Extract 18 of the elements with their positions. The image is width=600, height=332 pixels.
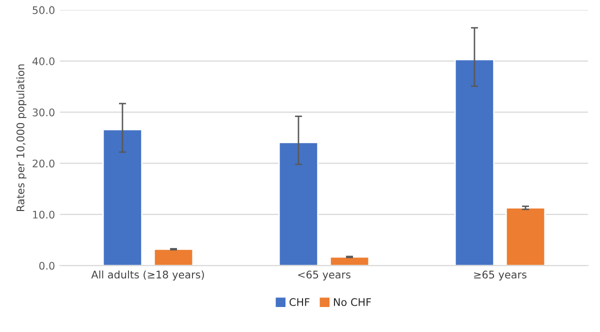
bar [278,142,319,266]
y-tick-label: 10.0 [33,210,54,219]
bar [329,256,370,266]
x-tick-label: All adults (≥18 years) [91,270,204,281]
legend-label: No CHF [334,298,371,306]
legend-label: CHF [290,298,310,306]
y-tick-label: 20.0 [32,160,54,168]
bar [153,248,194,266]
y-tick-label: 0.0 [39,262,54,270]
bar [454,58,495,266]
y-axis-title: Rates per 10,000 population [16,64,26,211]
y-tick-label: 30.0 [32,108,54,116]
bar [505,207,546,266]
x-tick-label: <65 years [298,270,350,281]
y-tick-label: 50.0 [32,6,54,14]
bar [102,128,143,266]
x-tick-label: ≥65 years [474,270,526,281]
y-tick-label: 40.0 [32,57,54,66]
